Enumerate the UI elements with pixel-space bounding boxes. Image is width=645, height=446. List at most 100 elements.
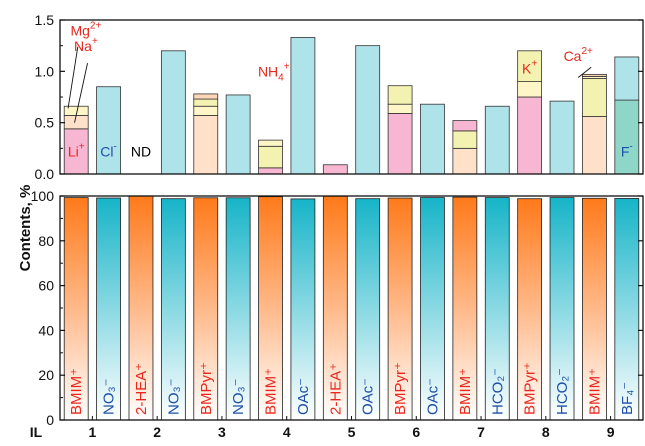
upper-bar-segment-cl xyxy=(614,56,640,101)
ion-label: Ca2+ xyxy=(564,46,593,64)
group-label: 8 xyxy=(542,424,550,440)
lower-y-tick-label: 0 xyxy=(46,412,54,428)
upper-bar-segment-li xyxy=(322,164,348,175)
ion-symbol: Cl xyxy=(100,144,113,160)
group-label: 4 xyxy=(283,424,291,440)
lower-y-tick-label: 60 xyxy=(38,278,54,294)
lower-bar-label: OAc⁻ xyxy=(295,378,312,415)
lower-bar-label: BMIM⁺ xyxy=(68,368,85,415)
upper-bar-segment-nh4 xyxy=(452,130,478,149)
ion-symbol: Na xyxy=(74,38,92,54)
ion-label: Na+ xyxy=(74,36,98,54)
upper-y-tick-label: 0.0 xyxy=(35,166,55,182)
upper-bar-segment-cl xyxy=(290,37,316,175)
group-label: 6 xyxy=(412,424,420,440)
ion-symbol: Li xyxy=(68,144,79,160)
ion-symbol: Mg xyxy=(70,22,89,38)
upper-y-tick-label: 1.5 xyxy=(35,12,55,28)
lower-bar-label: OAc⁻ xyxy=(360,378,377,415)
ion-symbol: F xyxy=(621,144,630,160)
group-label: 3 xyxy=(218,424,226,440)
group-label: 7 xyxy=(477,424,485,440)
ion-superscript: 2+ xyxy=(581,46,593,57)
upper-bar-segment-li xyxy=(452,120,478,132)
upper-bar-segment-cl xyxy=(484,105,510,175)
x-axis-title: IL xyxy=(30,424,43,440)
lower-bar-label: BMIM⁺ xyxy=(586,368,603,415)
leader-line xyxy=(74,63,88,123)
lower-bar-label: BMPyr⁺ xyxy=(392,362,409,415)
lower-bar-label: BMIM⁺ xyxy=(263,368,280,415)
ion-label: Cl- xyxy=(100,142,117,160)
ion-subscript: 4 xyxy=(278,72,284,83)
ion-symbol: ND xyxy=(131,144,151,160)
leader-line xyxy=(577,66,592,78)
ion-label: Li+ xyxy=(68,142,85,160)
ion-label: NH4+ xyxy=(258,61,290,83)
panel-frames: 0.0 0.5 1.0 1.5 0 20 40 60 80 100 1 2 3 4 5 6 7 8 9 xyxy=(31,12,644,440)
lower-bar-label: NO₃⁻ xyxy=(101,378,118,415)
lower-bar-label: BMPyr⁺ xyxy=(522,362,539,415)
upper-bar-segment-nh4 xyxy=(193,98,219,107)
upper-y-tick-label: 0.5 xyxy=(35,115,55,131)
upper-panel-bars xyxy=(63,37,640,175)
lower-bar-label: 2-HEA⁺ xyxy=(327,363,344,415)
lower-bar-label: 2-HEA⁺ xyxy=(133,363,150,415)
upper-bar-segment-nh4 xyxy=(517,50,543,82)
ion-superscript: + xyxy=(79,142,85,153)
ion-superscript: + xyxy=(92,36,98,47)
upper-bar-segment-nh4 xyxy=(258,145,283,169)
ion-superscript: - xyxy=(629,142,632,153)
lower-bar-label: BF₄⁻ xyxy=(619,382,636,415)
lower-y-tick-label: 20 xyxy=(38,367,54,383)
upper-bar-segment-nh4 xyxy=(582,78,607,117)
upper-bar-segment-na xyxy=(582,116,607,175)
lower-bar-label: OAc⁻ xyxy=(424,378,441,415)
ion-label: F- xyxy=(621,142,633,160)
upper-bar-segment-ca xyxy=(582,74,607,77)
upper-bar-segment-cl xyxy=(549,100,575,175)
ion-symbol: Ca xyxy=(564,48,582,64)
upper-bar-segment-cl xyxy=(420,103,445,175)
upper-bar-segment-na xyxy=(452,147,478,175)
group-label: 2 xyxy=(153,424,161,440)
ion-superscript: + xyxy=(531,58,537,69)
leader-line xyxy=(67,46,79,109)
group-label: 1 xyxy=(88,424,96,440)
ion-superscript: - xyxy=(114,142,117,153)
upper-bar-segment-cl xyxy=(355,45,381,175)
lower-bar-label: NO₃⁻ xyxy=(230,378,247,415)
ion-symbol: K xyxy=(522,60,532,76)
upper-bar-segment-mg xyxy=(517,81,543,98)
ion-label: ND xyxy=(131,144,151,160)
upper-bar-segment-li xyxy=(258,167,283,175)
lower-y-tick-label: 80 xyxy=(38,233,54,249)
upper-bar-segment-na xyxy=(63,115,89,130)
upper-bar-segment-na xyxy=(193,115,219,175)
upper-bar-segment-cl xyxy=(160,50,186,175)
upper-bar-segment-mg xyxy=(193,105,219,116)
lower-panel-bars: BMIM⁺ NO₃⁻ 2-HEA⁺ NO₃⁻ BMPyr⁺ NO₃⁻ BMIM⁺ OAc⁻ 2-… xyxy=(63,195,640,421)
upper-bar-segment-mg xyxy=(387,103,413,114)
group-label: 5 xyxy=(348,424,356,440)
lower-bar-label: HCO₂⁻ xyxy=(489,368,506,415)
upper-bar-segment-ca xyxy=(193,93,219,100)
lower-y-tick-label: 40 xyxy=(38,322,54,338)
lower-bar-label: HCO₂⁻ xyxy=(554,368,571,415)
upper-bar-segment-cl xyxy=(96,86,121,175)
upper-bar-segment-nh4 xyxy=(387,85,413,105)
y-axis-title: Contents, % xyxy=(17,185,34,272)
ion-label: Mg2+ xyxy=(70,20,101,38)
upper-bar-segment-cl xyxy=(225,94,251,175)
lower-y-tick-label: 100 xyxy=(31,188,55,204)
upper-y-tick-label: 1.0 xyxy=(35,63,55,79)
upper-bar-segment-f xyxy=(614,99,640,175)
lower-bar-label: BMIM⁺ xyxy=(457,368,474,415)
upper-bar-segment-mg xyxy=(258,139,283,147)
lower-bar-label: NO₃⁻ xyxy=(165,378,182,415)
upper-bar-segment-li xyxy=(387,113,413,175)
group-label: 9 xyxy=(607,424,615,440)
lower-bar-label: BMPyr⁺ xyxy=(198,362,215,415)
